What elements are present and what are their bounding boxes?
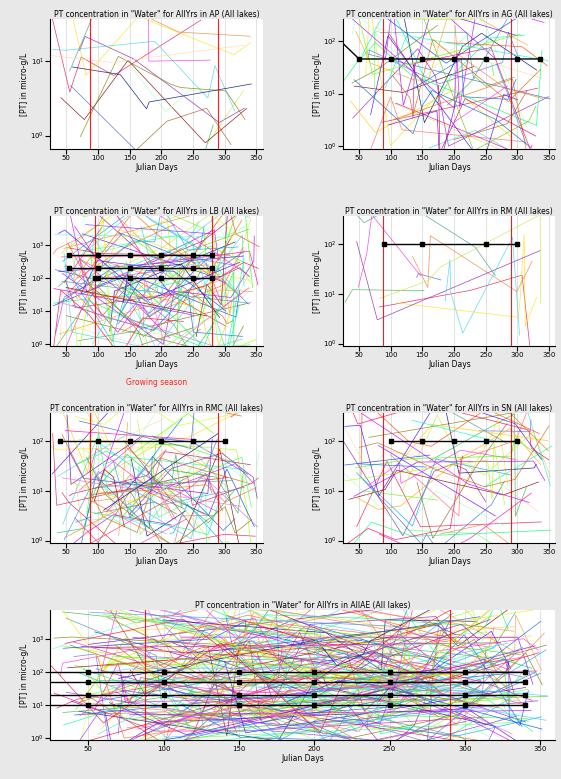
Y-axis label: [PT] in micro-g/L: [PT] in micro-g/L — [313, 53, 322, 116]
X-axis label: Julian Days: Julian Days — [135, 557, 178, 566]
X-axis label: Julian Days: Julian Days — [428, 557, 471, 566]
Title: PT concentration in "Water" for AllYrs in LB (All lakes): PT concentration in "Water" for AllYrs i… — [54, 206, 259, 216]
Title: PT concentration in "Water" for AllYrs in AllAE (All lakes): PT concentration in "Water" for AllYrs i… — [195, 601, 411, 610]
Y-axis label: [PT] in micro-g/L: [PT] in micro-g/L — [20, 643, 29, 707]
Y-axis label: [PT] in micro-g/L: [PT] in micro-g/L — [313, 446, 322, 510]
X-axis label: Julian Days: Julian Days — [135, 163, 178, 171]
Y-axis label: [PT] in micro-g/L: [PT] in micro-g/L — [20, 249, 29, 313]
X-axis label: Julian Days: Julian Days — [428, 360, 471, 368]
Y-axis label: [PT] in micro-g/L: [PT] in micro-g/L — [20, 446, 29, 510]
X-axis label: Julian Days: Julian Days — [428, 163, 471, 171]
Title: PT concentration in "Water" for AllYrs in AP (All lakes): PT concentration in "Water" for AllYrs i… — [54, 9, 259, 19]
Y-axis label: [PT] in micro-g/L: [PT] in micro-g/L — [20, 53, 29, 116]
Title: PT concentration in "Water" for AllYrs in RM (All lakes): PT concentration in "Water" for AllYrs i… — [346, 206, 553, 216]
Title: PT concentration in "Water" for AllYrs in SN (All lakes): PT concentration in "Water" for AllYrs i… — [346, 404, 553, 413]
X-axis label: Julian Days: Julian Days — [282, 754, 324, 763]
X-axis label: Julian Days: Julian Days — [135, 360, 178, 368]
Text: Growing season: Growing season — [126, 379, 187, 387]
Y-axis label: [PT] in micro-g/L: [PT] in micro-g/L — [313, 249, 322, 313]
Title: PT concentration in "Water" for AllYrs in RMC (All lakes): PT concentration in "Water" for AllYrs i… — [50, 404, 263, 413]
Title: PT concentration in "Water" for AllYrs in AG (All lakes): PT concentration in "Water" for AllYrs i… — [346, 9, 553, 19]
